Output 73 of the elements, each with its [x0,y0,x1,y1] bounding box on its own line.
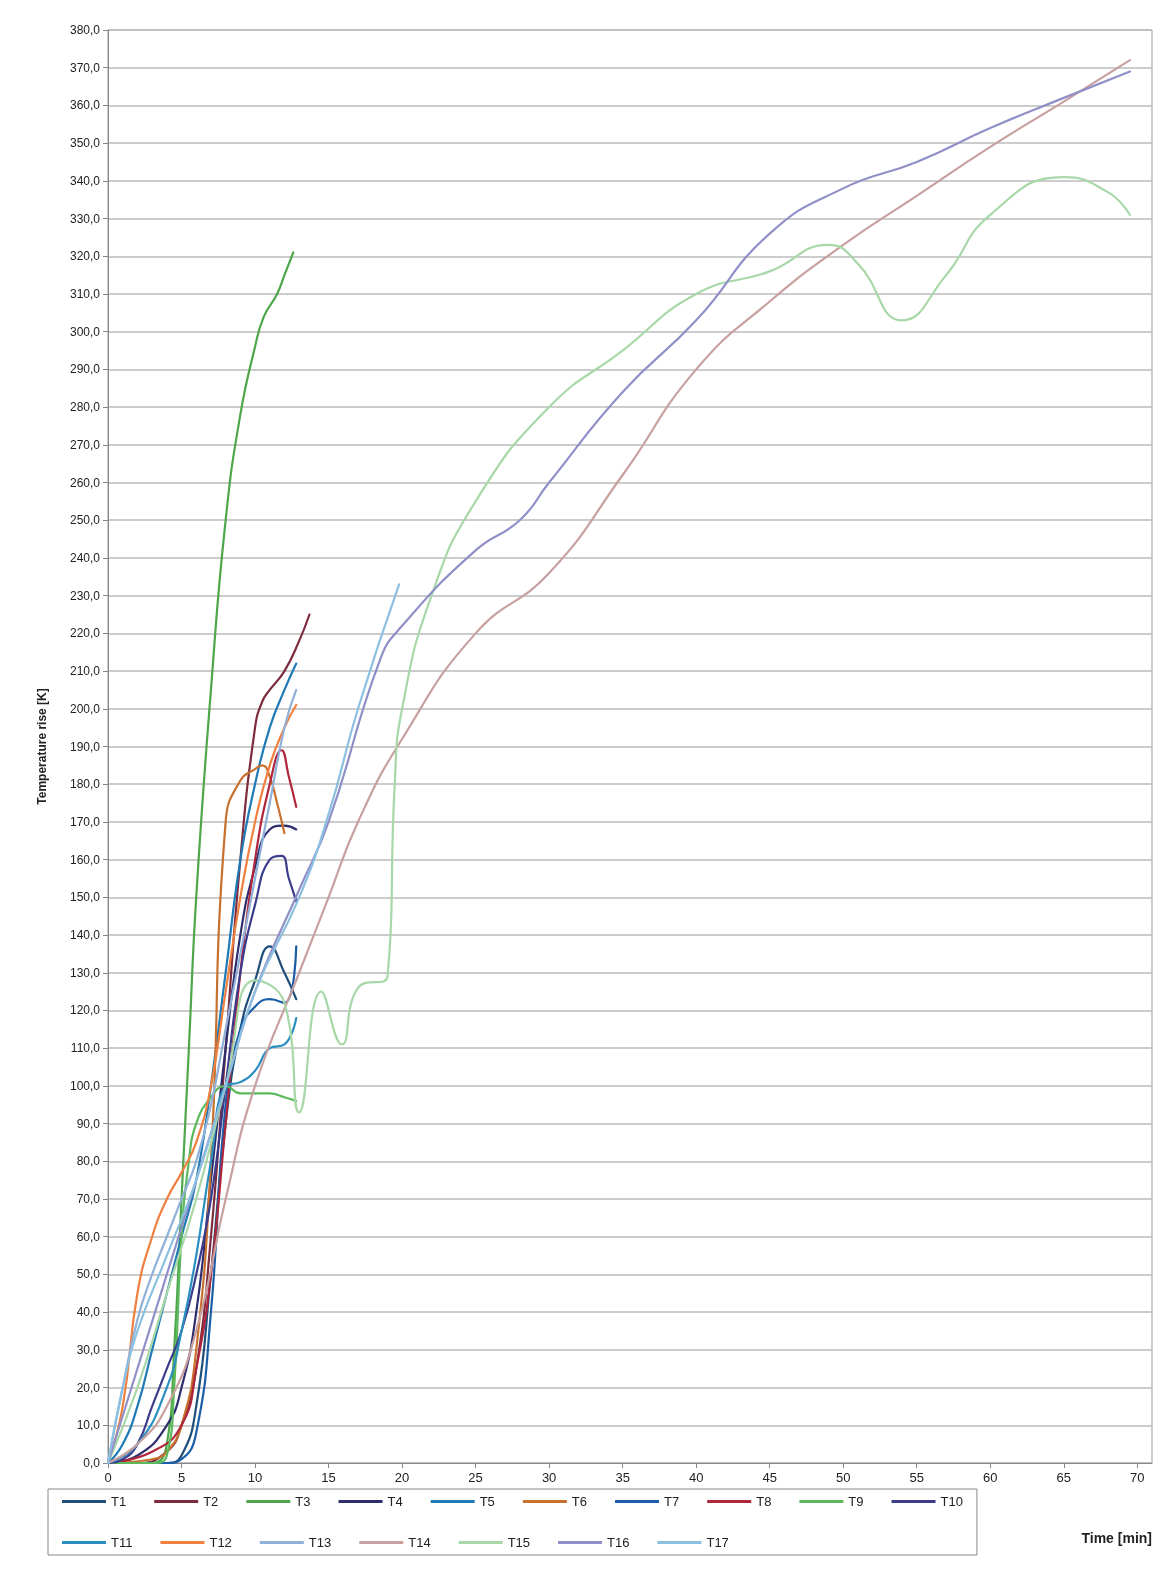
legend-label: T17 [706,1535,729,1550]
y-tick-label: 90,0 [76,1116,101,1131]
y-tick-label: 340,0 [69,173,101,188]
y-tick-label: 190,0 [69,739,101,754]
legend-label: T5 [479,1494,495,1509]
x-tick-label: 20 [394,1470,410,1485]
y-tick-label: 230,0 [69,588,101,603]
y-tick-label: 210,0 [69,664,101,679]
y-tick-label: 320,0 [69,249,101,264]
y-tick-label: 220,0 [69,626,101,641]
y-tick-label: 110,0 [70,1041,101,1056]
legend-label: T14 [408,1535,431,1550]
legend-label: T6 [571,1494,588,1509]
y-tick-label: 200,0 [69,701,101,716]
legend-label: T7 [664,1494,680,1509]
legend-label: T8 [756,1494,772,1509]
x-tick-label: 65 [1056,1470,1072,1485]
y-tick-label: 100,0 [69,1078,101,1093]
y-tick-label: 250,0 [69,513,101,528]
y-tick-label: 0,0 [83,1456,101,1470]
y-tick-label: 120,0 [69,1003,101,1018]
legend-label: T12 [209,1535,232,1550]
legend-label: T2 [203,1494,219,1509]
legend-label: T1 [111,1494,127,1509]
x-tick-label: 0 [104,1470,112,1485]
y-tick-label: 130,0 [69,965,101,980]
legend-label: T3 [295,1494,311,1509]
y-tick-label: 350,0 [69,136,101,151]
x-tick-label: 15 [321,1470,336,1485]
y-tick-label: 140,0 [69,928,101,943]
x-tick-label: 25 [468,1470,483,1485]
y-tick-label: 360,0 [69,98,101,113]
legend-label: T4 [387,1494,403,1509]
y-tick-label: 150,0 [69,890,101,905]
legend-label: T9 [848,1494,864,1509]
y-tick-label: 70,0 [76,1192,101,1207]
legend-label: T16 [607,1535,630,1550]
y-tick-label: 240,0 [69,550,101,565]
legend-label: T13 [308,1535,332,1550]
y-tick-label: 180,0 [69,777,101,792]
y-tick-label: 380,0 [69,23,101,37]
y-tick-label: 50,0 [76,1267,101,1282]
y-tick-label: 170,0 [69,814,101,829]
x-tick-label: 5 [177,1470,186,1485]
y-tick-label: 20,0 [76,1380,101,1395]
y-tick-label: 280,0 [69,400,101,415]
y-tick-label: 30,0 [76,1342,101,1357]
x-tick-label: 50 [835,1470,851,1485]
x-tick-label: 35 [615,1470,630,1485]
x-tick-label: 45 [762,1470,777,1485]
x-axis-title: Time [min] [1081,1530,1152,1546]
legend-label: T10 [940,1494,963,1509]
x-tick-label: 60 [983,1470,998,1485]
legend-label: T15 [507,1535,531,1550]
y-tick-label: 60,0 [76,1229,101,1244]
y-tick-label: 310,0 [69,286,101,301]
y-tick-label: 370,0 [69,60,101,75]
y-tick-label: 290,0 [69,362,101,377]
x-tick-label: 55 [909,1470,924,1485]
x-tick-label: 10 [247,1470,263,1485]
y-tick-label: 260,0 [69,475,101,490]
y-tick-label: 80,0 [76,1154,101,1169]
x-tick-label: 70 [1130,1470,1145,1485]
y-tick-label: 40,0 [76,1305,101,1320]
y-tick-label: 270,0 [69,437,101,452]
legend-label: T11 [111,1535,133,1550]
y-tick-label: 330,0 [69,211,101,226]
y-axis-title: Temperature rise [K] [35,688,49,805]
y-tick-label: 10,0 [76,1418,101,1433]
x-tick-label: 30 [541,1470,557,1485]
y-tick-label: 160,0 [69,852,101,867]
x-tick-label: 40 [688,1470,704,1485]
y-tick-label: 300,0 [69,324,101,339]
